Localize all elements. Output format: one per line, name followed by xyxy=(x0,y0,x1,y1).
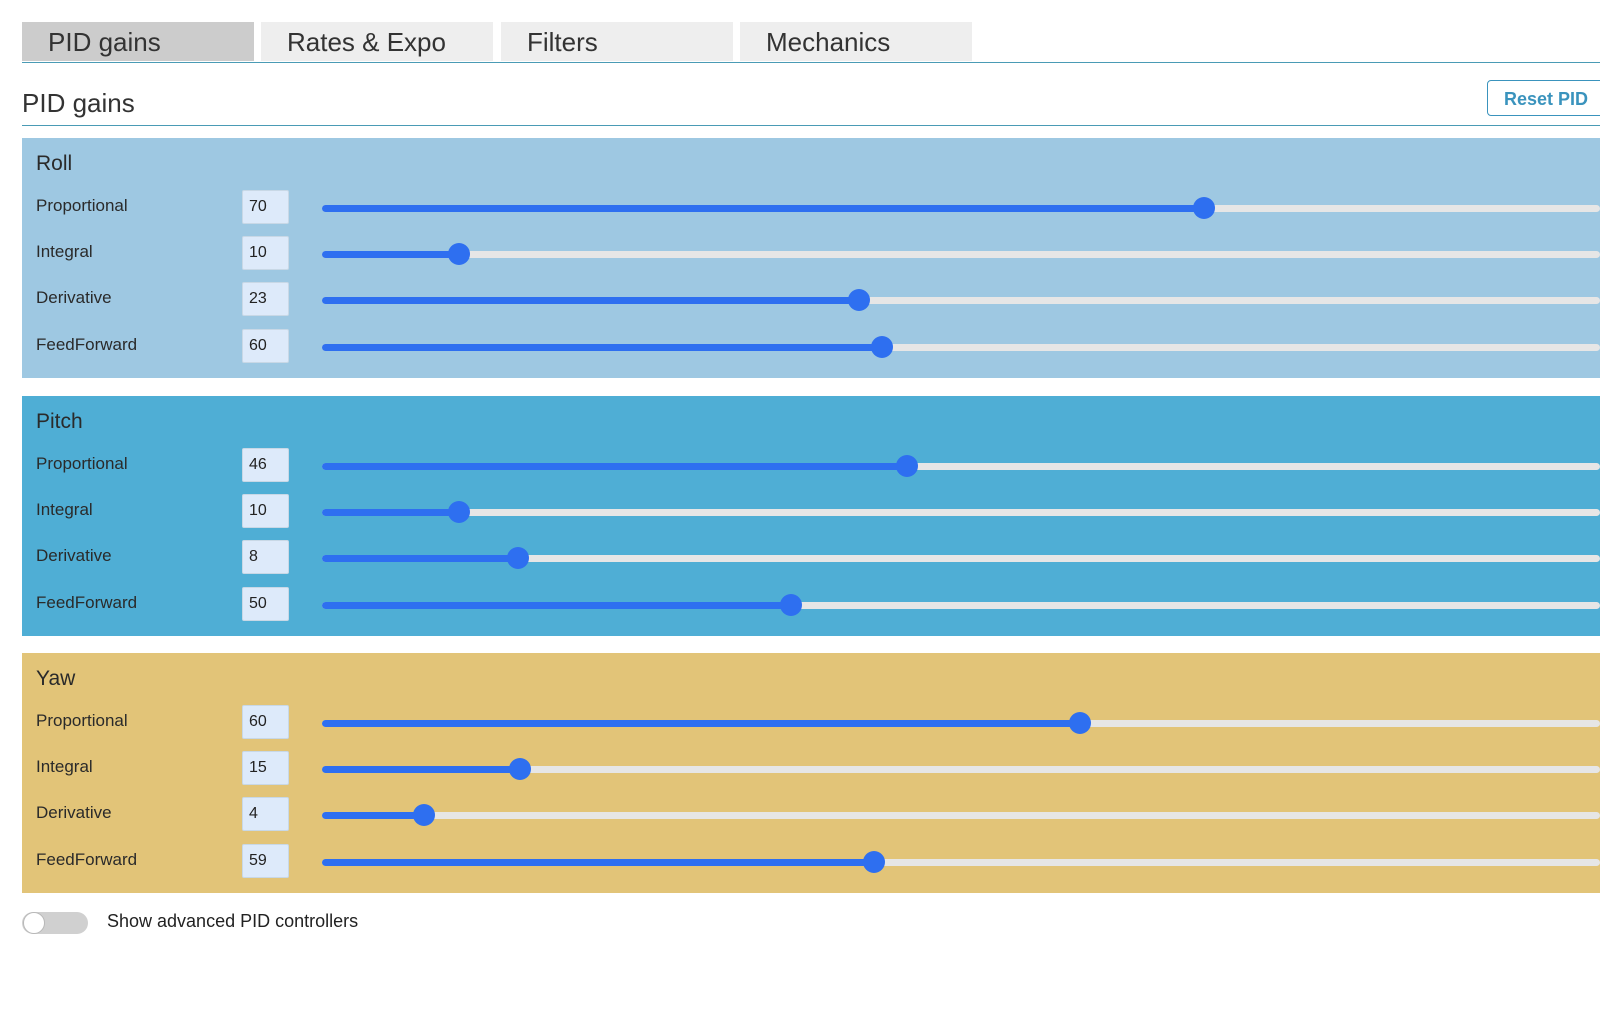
panel-title: Roll xyxy=(36,152,73,175)
slider-thumb[interactable] xyxy=(1068,712,1091,734)
roll-derivative-row: Derivative xyxy=(22,282,1600,318)
roll-integral-row: Integral xyxy=(22,236,1600,272)
yaw-integral-slider[interactable] xyxy=(322,758,1600,780)
slider-fill xyxy=(322,555,518,562)
slider-track xyxy=(322,251,1600,258)
slider-thumb[interactable] xyxy=(506,547,529,569)
roll-proportional-row: Proportional xyxy=(22,190,1600,226)
slider-fill xyxy=(322,812,425,819)
pitch-integral-input[interactable] xyxy=(242,494,289,528)
slider-track xyxy=(322,602,1600,609)
slider-fill xyxy=(322,509,459,516)
slider-thumb[interactable] xyxy=(447,501,470,523)
slider-thumb[interactable] xyxy=(870,336,893,358)
roll-feedforward-slider[interactable] xyxy=(322,336,1600,358)
slider-fill xyxy=(322,205,1204,212)
slider-thumb[interactable] xyxy=(447,243,470,265)
gain-label: Proportional xyxy=(36,454,128,473)
slider-thumb[interactable] xyxy=(413,804,436,826)
tab-mechanics[interactable]: Mechanics xyxy=(740,22,972,61)
pitch-derivative-row: Derivative xyxy=(22,540,1600,576)
yaw-integral-row: Integral xyxy=(22,751,1600,787)
tab-filters[interactable]: Filters xyxy=(501,22,733,61)
gain-label: Derivative xyxy=(36,546,112,565)
slider-track xyxy=(322,812,1600,819)
gain-label: FeedForward xyxy=(36,593,138,612)
yaw-derivative-slider[interactable] xyxy=(322,804,1600,826)
slider-fill xyxy=(322,297,859,304)
tab-bar: PID gains Rates & Expo Filters Mechanics xyxy=(22,22,1600,63)
gain-label: Proportional xyxy=(36,196,128,215)
roll-integral-slider[interactable] xyxy=(322,243,1600,265)
roll-integral-input[interactable] xyxy=(242,236,289,270)
pitch-derivative-input[interactable] xyxy=(242,540,289,574)
pitch-feedforward-input[interactable] xyxy=(242,587,289,621)
roll-feedforward-row: FeedForward xyxy=(22,329,1600,365)
slider-thumb[interactable] xyxy=(1192,197,1215,219)
roll-derivative-input[interactable] xyxy=(242,282,289,316)
yaw-feedforward-slider[interactable] xyxy=(322,851,1600,873)
slider-fill xyxy=(322,344,882,351)
slider-fill xyxy=(322,859,875,866)
slider-thumb[interactable] xyxy=(863,851,886,873)
yaw-proportional-input[interactable] xyxy=(242,705,289,739)
advanced-pid-toggle-label: Show advanced PID controllers xyxy=(107,911,359,931)
pitch-integral-row: Integral xyxy=(22,494,1600,530)
yaw-panel: Yaw Proportional Integral Derivative Fee… xyxy=(22,653,1600,893)
slider-fill xyxy=(322,463,908,470)
yaw-derivative-input[interactable] xyxy=(242,797,289,831)
slider-thumb[interactable] xyxy=(896,455,919,477)
slider-fill xyxy=(322,602,792,609)
yaw-feedforward-input[interactable] xyxy=(242,844,289,878)
yaw-integral-input[interactable] xyxy=(242,751,289,785)
gain-label: Derivative xyxy=(36,288,112,307)
slider-thumb[interactable] xyxy=(780,594,803,616)
gain-label: Integral xyxy=(36,757,93,776)
roll-panel: Roll Proportional Integral Derivative Fe… xyxy=(22,138,1600,378)
pitch-integral-slider[interactable] xyxy=(322,501,1600,523)
slider-track xyxy=(322,297,1600,304)
pitch-feedforward-slider[interactable] xyxy=(322,594,1600,616)
reset-pid-button[interactable]: Reset PID xyxy=(1487,80,1600,116)
slider-track xyxy=(322,766,1600,773)
yaw-feedforward-row: FeedForward xyxy=(22,844,1600,880)
panel-title: Pitch xyxy=(36,410,83,433)
pitch-feedforward-row: FeedForward xyxy=(22,587,1600,623)
yaw-proportional-slider[interactable] xyxy=(322,712,1600,734)
slider-track xyxy=(322,463,1600,470)
tab-rates-expo[interactable]: Rates & Expo xyxy=(261,22,493,61)
panel-title: Yaw xyxy=(36,667,76,690)
roll-proportional-slider[interactable] xyxy=(322,197,1600,219)
pitch-proportional-slider[interactable] xyxy=(322,455,1600,477)
slider-track xyxy=(322,344,1600,351)
pitch-proportional-row: Proportional xyxy=(22,448,1600,484)
pitch-panel: Pitch Proportional Integral Derivative F… xyxy=(22,396,1600,636)
section-divider xyxy=(22,125,1600,126)
tab-pid-gains[interactable]: PID gains xyxy=(22,22,254,61)
gain-label: Derivative xyxy=(36,803,112,822)
yaw-derivative-row: Derivative xyxy=(22,797,1600,833)
roll-derivative-slider[interactable] xyxy=(322,289,1600,311)
slider-fill xyxy=(322,766,521,773)
gain-label: Integral xyxy=(36,500,93,519)
slider-track xyxy=(322,555,1600,562)
section-title: PID gains xyxy=(22,88,135,118)
toggle-knob xyxy=(23,912,45,934)
slider-fill xyxy=(322,251,459,258)
slider-thumb[interactable] xyxy=(509,758,532,780)
advanced-pid-toggle[interactable] xyxy=(22,912,88,934)
slider-track xyxy=(322,509,1600,516)
gain-label: FeedForward xyxy=(36,850,138,869)
pitch-proportional-input[interactable] xyxy=(242,448,289,482)
gain-label: Proportional xyxy=(36,711,128,730)
pitch-derivative-slider[interactable] xyxy=(322,547,1600,569)
yaw-proportional-row: Proportional xyxy=(22,705,1600,741)
gain-label: Integral xyxy=(36,242,93,261)
roll-feedforward-input[interactable] xyxy=(242,329,289,363)
roll-proportional-input[interactable] xyxy=(242,190,289,224)
gain-label: FeedForward xyxy=(36,335,138,354)
slider-fill xyxy=(322,720,1080,727)
slider-track xyxy=(322,859,1600,866)
slider-thumb[interactable] xyxy=(847,289,870,311)
